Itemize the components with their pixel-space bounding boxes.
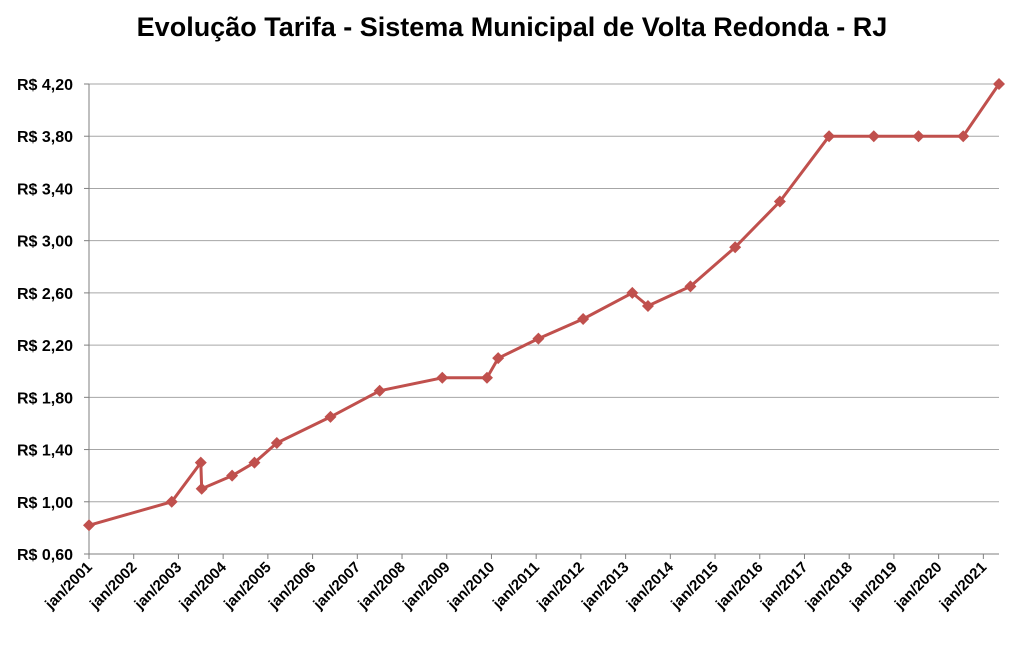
- data-point-marker: [993, 78, 1005, 90]
- data-point-marker: [324, 410, 337, 423]
- x-tick-label: jan/2005: [220, 559, 275, 614]
- x-tick-label: jan/2009: [399, 559, 454, 614]
- y-tick-label: R$ 2,60: [17, 286, 73, 303]
- data-point-marker: [641, 299, 654, 312]
- x-tick-label: jan/2002: [86, 559, 141, 614]
- y-tick-label: R$ 3,40: [17, 181, 73, 198]
- data-point-marker: [577, 313, 590, 325]
- data-point-marker: [532, 332, 545, 345]
- data-point-marker: [436, 371, 449, 384]
- data-point-marker: [83, 519, 95, 532]
- x-tick-label: jan/2018: [801, 559, 856, 614]
- data-point-marker: [480, 371, 493, 384]
- data-point-marker: [492, 352, 505, 365]
- chart-title: Evolução Tarifa - Sistema Municipal de V…: [136, 12, 888, 42]
- y-tick-label: R$ 1,40: [17, 443, 73, 460]
- x-tick-label: jan/2006: [265, 559, 320, 614]
- x-tick-label: jan/2004: [175, 558, 230, 613]
- data-point-marker: [626, 286, 639, 299]
- y-tick-label: R$ 3,00: [17, 234, 73, 251]
- x-tick-label: jan/2014: [623, 558, 678, 613]
- x-tick-label: jan/2013: [578, 559, 633, 614]
- data-point-marker: [867, 130, 880, 143]
- x-tick-label: jan/2021: [936, 559, 991, 614]
- x-tick-label: jan/2001: [41, 559, 96, 614]
- data-point-marker: [773, 195, 786, 208]
- x-tick-label: jan/2019: [846, 559, 901, 614]
- x-tick-label: jan/2015: [667, 559, 722, 614]
- y-tick-label: R$ 3,80: [17, 129, 73, 146]
- x-tick-label: jan/2003: [131, 559, 186, 614]
- data-point-marker: [195, 482, 208, 495]
- y-tick-label: R$ 0,60: [17, 547, 73, 564]
- axis-layer: [84, 83, 999, 559]
- x-tick-label: jan/2016: [712, 559, 767, 614]
- y-tick-labels: R$ 0,60 R$ 1,00 R$ 1,40 R$ 1,80 R$ 2,20 R$ 2,…: [17, 77, 73, 564]
- data-point-marker: [248, 456, 261, 469]
- series-layer: [88, 83, 1001, 527]
- x-tick-label: jan/2010: [444, 559, 499, 614]
- x-tick-label: jan/2008: [354, 559, 409, 614]
- data-point-marker: [957, 130, 970, 143]
- series-line: [88, 83, 1001, 527]
- y-tick-label: R$ 1,00: [17, 495, 73, 512]
- marker-layer: [83, 78, 1005, 532]
- x-tick-label: jan/2020: [891, 559, 946, 614]
- x-tick-label: jan/2011: [489, 559, 543, 613]
- y-tick-label: R$ 4,20: [17, 77, 73, 94]
- data-point-marker: [165, 495, 178, 508]
- data-point-marker: [194, 456, 207, 469]
- y-tick-label: R$ 2,20: [17, 338, 73, 355]
- data-point-marker: [912, 130, 925, 143]
- y-tick-label: R$ 1,80: [17, 390, 73, 407]
- data-point-marker: [684, 280, 697, 293]
- data-point-marker: [823, 130, 836, 143]
- data-point-marker: [226, 469, 239, 482]
- data-point-marker: [729, 241, 742, 254]
- x-tick-labels: jan/2001jan/2002jan/2003jan/2004jan/2005…: [41, 558, 990, 613]
- x-tick-label: jan/2012: [533, 559, 588, 614]
- data-point-marker: [373, 384, 386, 397]
- data-point-marker: [270, 437, 283, 450]
- grid-layer: [89, 83, 999, 503]
- x-tick-label: jan/2007: [310, 559, 365, 614]
- x-tick-label: jan/2017: [757, 559, 812, 614]
